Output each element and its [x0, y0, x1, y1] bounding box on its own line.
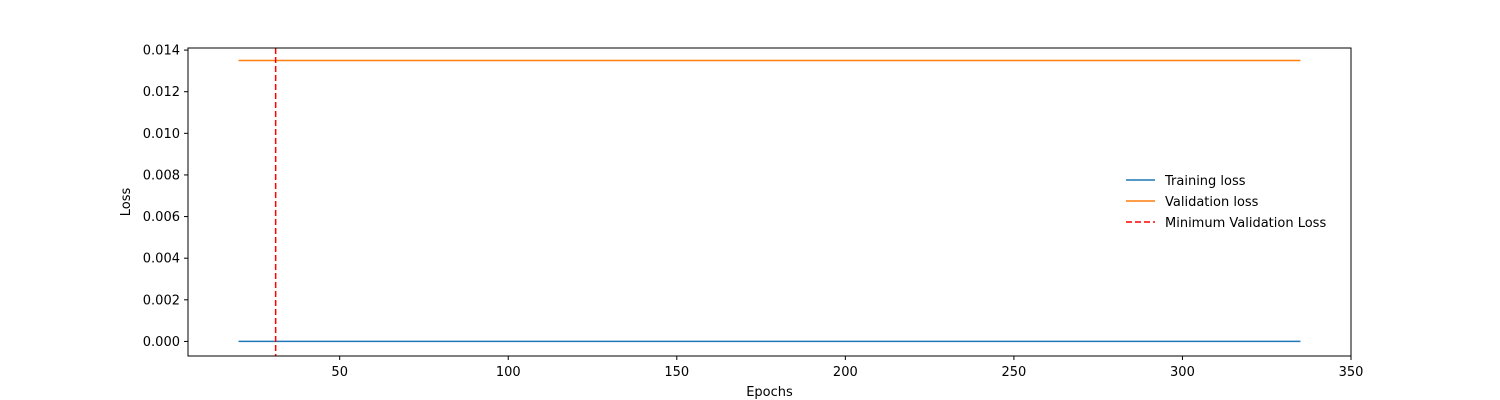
y-tick-label: 0.004: [143, 252, 180, 267]
y-tick-label: 0.012: [143, 85, 180, 100]
x-axis-ticks: 50 100 150 200 250 300 350: [331, 356, 1363, 380]
legend: Training loss Validation loss Minimum Vali…: [1126, 174, 1326, 231]
x-tick-label: 100: [496, 365, 521, 380]
legend-label: Minimum Validation Loss: [1165, 216, 1326, 231]
x-tick-label: 350: [1339, 365, 1364, 380]
x-tick-label: 200: [833, 365, 858, 380]
y-axis-label: Loss: [119, 188, 134, 217]
x-tick-label: 150: [664, 365, 689, 380]
x-axis-label: Epochs: [746, 385, 793, 400]
legend-label: Training loss: [1164, 174, 1246, 189]
y-tick-label: 0.010: [143, 127, 180, 142]
y-tick-label: 0.002: [143, 293, 180, 308]
x-tick-label: 50: [331, 365, 348, 380]
y-tick-label: 0.014: [143, 44, 180, 59]
y-tick-label: 0.008: [143, 168, 180, 183]
legend-item-training-loss: Training loss: [1126, 174, 1246, 189]
legend-item-validation-loss: Validation loss: [1126, 195, 1259, 210]
y-tick-label: 0.000: [143, 335, 180, 350]
axes-frame: [187, 47, 1352, 357]
y-axis-ticks: 0.000 0.002 0.004 0.006 0.008 0.010 0.012 0.014: [143, 44, 188, 350]
legend-item-min-validation-loss: Minimum Validation Loss: [1126, 216, 1326, 231]
legend-label: Validation loss: [1165, 195, 1259, 210]
x-tick-label: 250: [1001, 365, 1026, 380]
plot-area: [238, 48, 1301, 356]
y-tick-label: 0.006: [143, 210, 180, 225]
x-tick-label: 300: [1170, 365, 1195, 380]
